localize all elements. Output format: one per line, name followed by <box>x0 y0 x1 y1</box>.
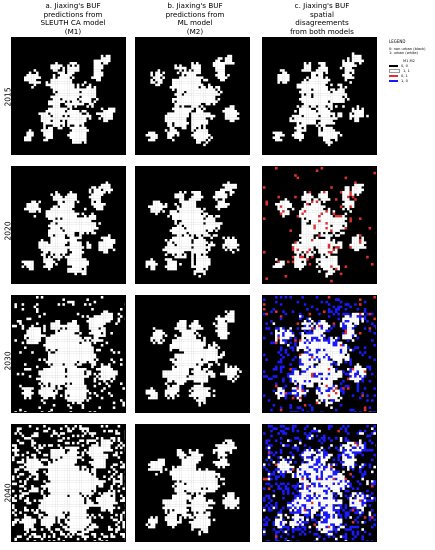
legend-swatch <box>389 69 400 73</box>
map-panel-2030-c <box>262 295 377 413</box>
column-header-line: (M2) <box>186 26 204 36</box>
map-panel-2020-b <box>135 166 250 284</box>
map-panel-2020-a <box>11 166 126 284</box>
map-raster <box>136 38 249 154</box>
legend-title: LEGEND <box>389 39 406 44</box>
legend-item-label: 1, 0 <box>401 78 408 83</box>
legend-item-00: 0, 0 <box>389 63 433 68</box>
map-panel-2015-a <box>11 37 126 155</box>
map-raster <box>263 38 376 154</box>
legend-swatch <box>389 65 398 67</box>
column-header-line: c. Jiaxing's BUF <box>294 1 350 10</box>
legend-swatch <box>389 80 398 82</box>
column-header-a: a. Jiaxing's BUF predictions from SLEUTH… <box>13 1 133 36</box>
legend-item-label: 0, 1 <box>401 73 408 78</box>
legend-line-1: 0: non urban (black) <box>389 46 426 51</box>
map-raster <box>136 425 249 541</box>
map-raster <box>12 296 125 412</box>
column-header-line: (M1) <box>64 26 82 36</box>
column-header-b: b. Jiaxing's BUF predictions from ML mod… <box>135 1 255 36</box>
legend-item-label: 1, 1 <box>403 68 410 73</box>
legend-item-10: 1, 0 <box>389 78 433 83</box>
map-panel-2040-c <box>262 424 377 542</box>
column-header-line: predictions from <box>43 9 103 19</box>
column-header-line: spatial <box>310 9 334 19</box>
column-header-line: from both models <box>290 26 354 36</box>
map-raster <box>136 296 249 412</box>
legend-item-label: 0, 0 <box>401 63 408 68</box>
column-header-line: predictions from <box>165 9 225 19</box>
map-panel-2040-a <box>11 424 126 542</box>
map-raster <box>12 38 125 154</box>
map-panel-2015-c <box>262 37 377 155</box>
legend: LEGEND 0: non urban (black) 1: urban (wh… <box>389 39 433 83</box>
map-raster <box>12 167 125 283</box>
column-header-line: SLEUTH CA model <box>40 18 106 28</box>
map-panel-2030-a <box>11 295 126 413</box>
map-panel-2030-b <box>135 295 250 413</box>
legend-item-01: 0, 1 <box>389 73 433 78</box>
map-panel-2020-c <box>262 166 377 284</box>
column-header-line: disagreements <box>295 18 349 28</box>
map-raster <box>263 167 376 283</box>
legend-item-11: 1, 1 <box>389 68 433 73</box>
legend-line-2: 1: urban (white) <box>389 51 418 56</box>
map-panel-2015-b <box>135 37 250 155</box>
legend-header: M1 M2 <box>403 58 415 63</box>
column-header-c: c. Jiaxing's BUF spatial disagreements f… <box>262 1 382 36</box>
column-header-line: ML model <box>177 18 213 28</box>
map-panel-2040-b <box>135 424 250 542</box>
legend-swatch <box>389 75 398 77</box>
map-raster <box>263 296 376 412</box>
column-header-line: a. Jiaxing's BUF <box>45 1 101 10</box>
map-raster <box>12 425 125 541</box>
column-header-line: b. Jiaxing's BUF <box>167 1 223 10</box>
map-raster <box>263 425 376 541</box>
map-raster <box>136 167 249 283</box>
